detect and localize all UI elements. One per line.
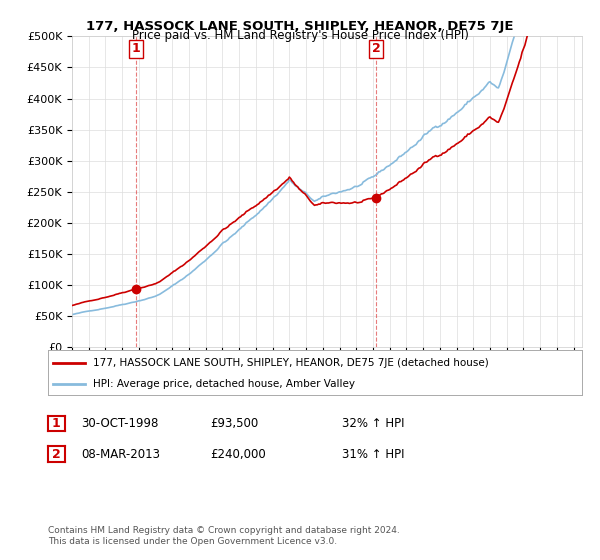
Text: 30-OCT-1998: 30-OCT-1998: [81, 417, 158, 430]
Text: £240,000: £240,000: [210, 447, 266, 461]
Text: 2: 2: [371, 43, 380, 55]
Text: 31% ↑ HPI: 31% ↑ HPI: [342, 447, 404, 461]
Text: 177, HASSOCK LANE SOUTH, SHIPLEY, HEANOR, DE75 7JE (detached house): 177, HASSOCK LANE SOUTH, SHIPLEY, HEANOR…: [94, 357, 489, 367]
Text: 32% ↑ HPI: 32% ↑ HPI: [342, 417, 404, 430]
Text: 08-MAR-2013: 08-MAR-2013: [81, 447, 160, 461]
Text: £93,500: £93,500: [210, 417, 258, 430]
Text: 1: 1: [131, 43, 140, 55]
Text: 1: 1: [52, 417, 61, 430]
Text: Contains HM Land Registry data © Crown copyright and database right 2024.
This d: Contains HM Land Registry data © Crown c…: [48, 526, 400, 546]
Text: HPI: Average price, detached house, Amber Valley: HPI: Average price, detached house, Ambe…: [94, 379, 355, 389]
Text: 2: 2: [52, 447, 61, 461]
Text: Price paid vs. HM Land Registry's House Price Index (HPI): Price paid vs. HM Land Registry's House …: [131, 29, 469, 42]
Text: 177, HASSOCK LANE SOUTH, SHIPLEY, HEANOR, DE75 7JE: 177, HASSOCK LANE SOUTH, SHIPLEY, HEANOR…: [86, 20, 514, 32]
